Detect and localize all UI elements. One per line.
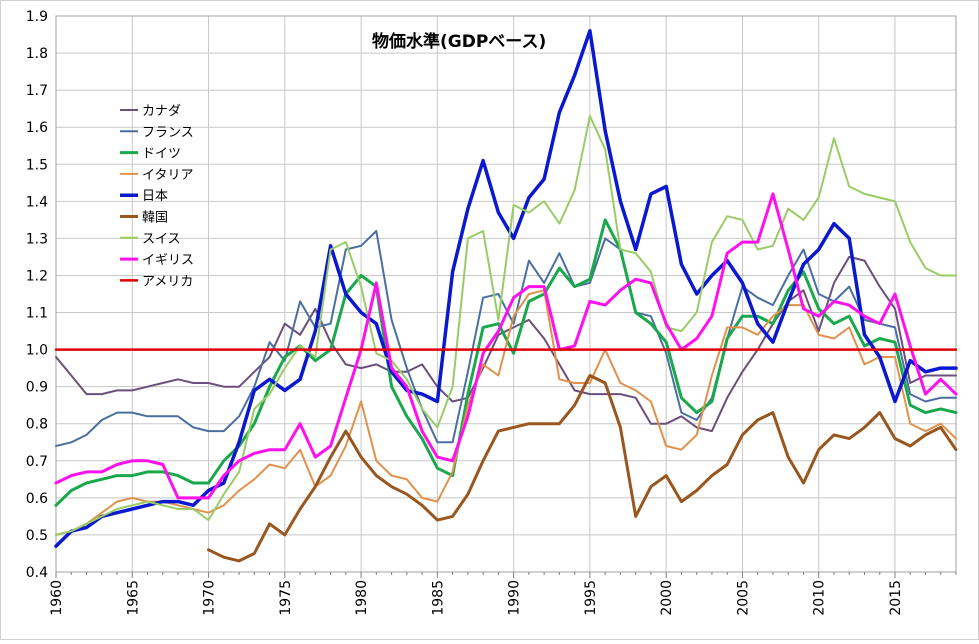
plot-area — [55, 15, 957, 573]
y-tick-label: 1.0 — [26, 343, 48, 359]
y-tick-label: 0.4 — [26, 565, 48, 581]
y-tick-label: 0.5 — [26, 528, 48, 544]
x-tick-label: 1965 — [125, 580, 141, 616]
y-tick-label: 1.1 — [26, 306, 48, 322]
chart-title: 物価水準(GDPベース) — [372, 31, 546, 52]
y-tick-label: 0.6 — [26, 491, 48, 507]
y-tick-label: 0.7 — [26, 454, 48, 470]
y-tick-label: 1.7 — [26, 83, 48, 99]
x-tick-label: 1970 — [202, 580, 218, 616]
legend-label: イタリア — [142, 168, 193, 183]
legend-label: 韓国 — [142, 211, 168, 226]
legend-label: スイス — [142, 232, 181, 247]
series-line-4 — [54, 29, 958, 548]
y-tick-label: 1.8 — [26, 46, 48, 62]
series-line-7 — [54, 192, 958, 500]
y-tick-label: 1.5 — [26, 157, 48, 173]
y-tick-label: 0.9 — [26, 380, 48, 396]
y-tick-label: 1.9 — [26, 9, 48, 25]
x-tick-label: 1980 — [354, 580, 370, 616]
x-tick-label: 2005 — [735, 580, 751, 616]
series-line-1 — [55, 230, 957, 447]
x-tick-label: 1995 — [583, 580, 599, 616]
x-tick-label: 2015 — [888, 580, 904, 616]
legend-label: フランス — [142, 125, 194, 140]
series-line-2 — [54, 218, 958, 507]
y-tick-label: 1.4 — [26, 194, 48, 210]
series-line-6 — [55, 115, 957, 536]
x-tick-label: 2000 — [659, 580, 675, 616]
x-tick-label: 1985 — [430, 580, 446, 616]
y-tick-label: 1.3 — [26, 231, 48, 247]
series-lines — [54, 29, 958, 563]
x-tick-label: 1990 — [507, 580, 523, 616]
y-tick-label: 0.8 — [26, 417, 48, 433]
series-line-0 — [55, 255, 957, 433]
y-tick-label: 1.2 — [26, 268, 48, 284]
legend-label: 日本 — [142, 189, 168, 204]
legend-label: イギリス — [142, 253, 194, 268]
x-tick-label: 1960 — [49, 580, 65, 616]
y-tick-label: 1.6 — [26, 120, 48, 136]
series-line-5 — [207, 374, 958, 563]
axes: 0.4 0.5 0.6 0.7 0.8 0.9 1.0 1.1 1.2 1.3 1.4 1.5 1.6 1… — [26, 9, 957, 616]
legend-label: カナダ — [142, 104, 181, 119]
legend-label: アメリカ — [142, 274, 193, 289]
x-tick-label: 1975 — [278, 580, 294, 616]
x-tick-label: 2010 — [812, 580, 828, 616]
legend-label: ドイツ — [142, 147, 181, 162]
